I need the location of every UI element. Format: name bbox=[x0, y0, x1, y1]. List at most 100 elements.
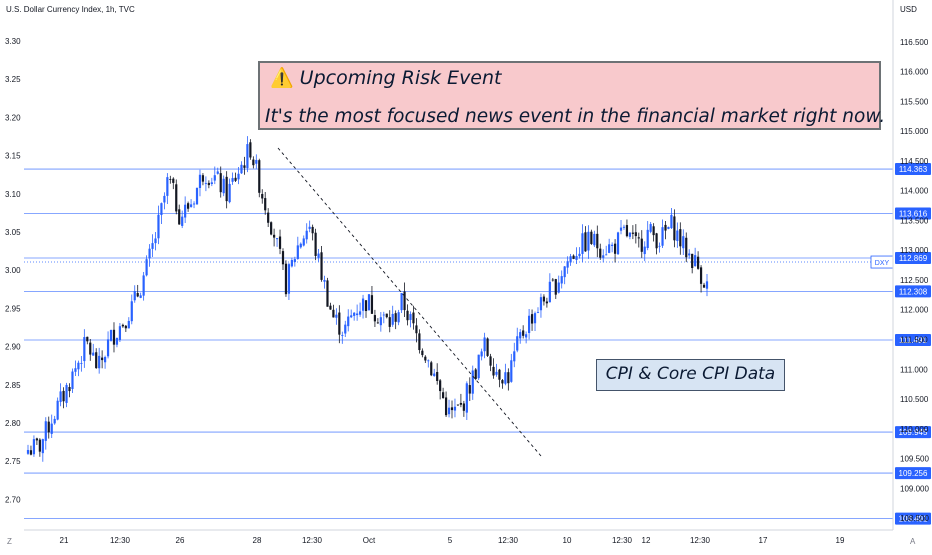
candle-up bbox=[619, 227, 623, 231]
candle-down bbox=[631, 232, 634, 234]
candle-up bbox=[255, 159, 258, 164]
left-tick-label: 3.30 bbox=[5, 37, 21, 46]
candle-up bbox=[566, 261, 569, 268]
right-tick-label: 113.000 bbox=[900, 246, 929, 255]
candle-up bbox=[344, 324, 347, 334]
candle-up bbox=[302, 238, 305, 246]
candle-up bbox=[569, 256, 572, 263]
candle-up bbox=[133, 291, 136, 301]
candle-up bbox=[189, 204, 193, 207]
candle-down bbox=[29, 450, 33, 455]
candle-down bbox=[507, 372, 510, 384]
candle-up bbox=[106, 339, 110, 357]
cpi-data-note: CPI & Core CPI Data bbox=[596, 359, 785, 391]
candle-down bbox=[590, 231, 593, 244]
candle-down bbox=[187, 203, 190, 209]
candle-up bbox=[246, 144, 249, 169]
candle-up bbox=[139, 295, 142, 298]
candle-up bbox=[216, 171, 219, 174]
candle-down bbox=[112, 329, 116, 345]
left-tick-label: 3.20 bbox=[5, 113, 21, 122]
candle-down bbox=[370, 295, 374, 314]
candle-up bbox=[231, 178, 234, 182]
candle-down bbox=[685, 237, 688, 258]
candle-up bbox=[682, 236, 685, 249]
candle-down bbox=[284, 263, 288, 295]
candle-up bbox=[109, 329, 113, 341]
candle-up bbox=[391, 313, 394, 325]
auto-scale-button[interactable]: A bbox=[910, 537, 916, 546]
right-tick-label: 113.500 bbox=[900, 216, 929, 225]
candle-up bbox=[103, 357, 107, 363]
candle-up bbox=[504, 372, 507, 384]
candle-down bbox=[530, 314, 534, 324]
right-tick-label: 115.500 bbox=[900, 97, 929, 106]
price-level-value: 112.308 bbox=[899, 287, 928, 296]
axis-labels: 3.30 3.25 3.20 3.15 3.10 3.05 3.00 2.95 2.90 2.85… bbox=[5, 37, 929, 545]
candle-down bbox=[89, 342, 92, 355]
candle-down bbox=[492, 366, 495, 376]
candle-up bbox=[465, 383, 468, 413]
candle-up bbox=[616, 232, 620, 255]
price-level-value: 114.363 bbox=[899, 165, 928, 174]
candle-down bbox=[702, 284, 706, 288]
right-tick-label: 111.000 bbox=[900, 365, 928, 374]
zoom-button[interactable]: Z bbox=[7, 537, 12, 546]
candle-down bbox=[364, 300, 368, 312]
candle-down bbox=[542, 296, 546, 302]
candle-down bbox=[261, 193, 264, 199]
candle-down bbox=[373, 315, 377, 322]
candle-down bbox=[278, 236, 282, 249]
candle-down bbox=[264, 198, 267, 211]
price-level-tag bbox=[895, 285, 931, 298]
candle-up bbox=[649, 224, 652, 232]
time-tick-label: 12 bbox=[642, 536, 651, 545]
time-tick-label: 12:30 bbox=[110, 536, 131, 545]
candle-up bbox=[382, 314, 385, 316]
candle-down bbox=[243, 165, 246, 168]
right-tick-label: 109.500 bbox=[900, 455, 929, 464]
candle-up bbox=[323, 279, 326, 282]
candle-down bbox=[35, 438, 38, 441]
candle-down bbox=[320, 252, 323, 280]
right-tick-label: 114.000 bbox=[900, 187, 929, 196]
candle-up bbox=[160, 203, 163, 216]
candle-down bbox=[249, 142, 252, 158]
candle-up bbox=[166, 177, 169, 196]
candle-up bbox=[427, 360, 430, 362]
left-tick-label: 2.75 bbox=[5, 457, 21, 466]
candle-up bbox=[575, 256, 578, 260]
candle-up bbox=[557, 282, 560, 293]
candle-down bbox=[655, 233, 658, 249]
price-level-tag bbox=[895, 163, 931, 176]
candle-down bbox=[258, 160, 261, 193]
candle-up bbox=[670, 214, 673, 229]
candle-up bbox=[213, 175, 216, 181]
candle-up bbox=[293, 259, 296, 263]
candle-down bbox=[554, 279, 557, 295]
candle-up bbox=[154, 238, 157, 244]
candle-up bbox=[483, 337, 486, 352]
left-tick-label: 2.95 bbox=[5, 304, 21, 313]
candle-up bbox=[181, 216, 184, 226]
candle-up bbox=[71, 371, 74, 389]
price-level-value: 111.491 bbox=[899, 336, 927, 345]
candle-up bbox=[130, 301, 133, 322]
candle-down bbox=[207, 182, 210, 186]
candle-up bbox=[688, 253, 691, 256]
callout-headline-row: ⚠️ Upcoming Risk Event bbox=[270, 66, 502, 89]
candle-down bbox=[442, 392, 445, 399]
candle-up bbox=[367, 294, 371, 311]
candle-up bbox=[151, 243, 154, 249]
price-level-tag bbox=[895, 426, 931, 439]
time-tick-label: 12:30 bbox=[498, 536, 519, 545]
candle-up bbox=[98, 355, 101, 369]
candle-down bbox=[219, 173, 222, 193]
candles bbox=[26, 136, 709, 462]
candle-up bbox=[59, 391, 62, 402]
right-tick-label: 108.500 bbox=[900, 514, 929, 523]
candle-up bbox=[533, 313, 537, 324]
axes bbox=[24, 0, 894, 531]
